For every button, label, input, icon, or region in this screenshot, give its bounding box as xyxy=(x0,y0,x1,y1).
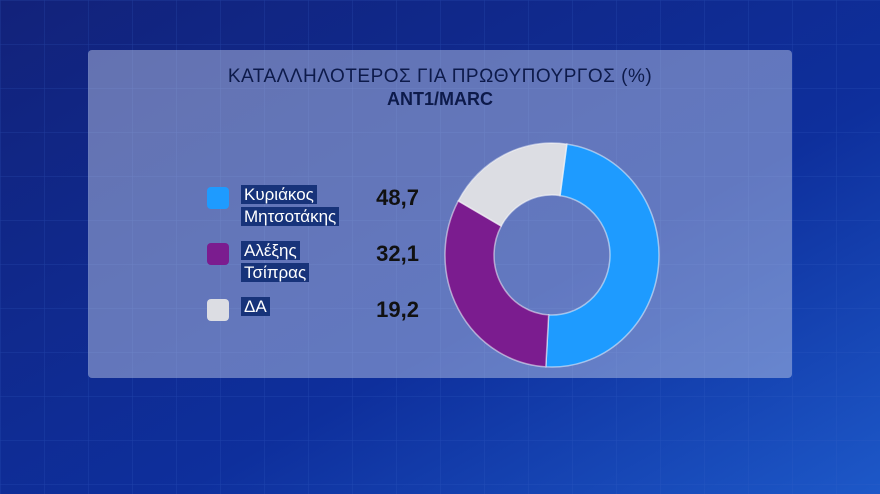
donut-segment xyxy=(444,199,550,368)
legend-item: Κυριάκος Μητσοτάκης 48,7 xyxy=(207,184,419,228)
legend-item: Αλέξης Τσίπρας 32,1 xyxy=(207,240,419,284)
legend-label-box: Αλέξης Τσίπρας xyxy=(241,240,359,284)
legend-label: Αλέξης Τσίπρας xyxy=(241,241,310,282)
legend-label: Κυριάκος Μητσοτάκης xyxy=(241,185,340,226)
legend-swatch xyxy=(207,187,229,209)
value-label: 32,1 xyxy=(376,241,419,266)
legend: Κυριάκος Μητσοτάκης 48,7 Αλέξης Τσίπρας 32,… xyxy=(207,184,419,336)
value-label: 48,7 xyxy=(376,185,419,210)
legend-label-box: ΔΑ xyxy=(241,296,359,318)
legend-item: ΔΑ 19,2 xyxy=(207,296,419,324)
donut-segment xyxy=(457,142,568,228)
donut xyxy=(444,142,660,368)
legend-label: ΔΑ xyxy=(241,297,270,316)
value-label: 19,2 xyxy=(376,297,419,322)
chart-title: ΚΑΤΑΛΛΗΛΟΤΕΡΟΣ ΓΙΑ ΠΡΩΘΥΠΟΥΡΓΟΣ (%) xyxy=(227,66,653,87)
legend-swatch xyxy=(207,299,229,321)
donut-segment xyxy=(545,143,660,368)
chart-subtitle: ANT1/MARC xyxy=(387,89,493,109)
legend-label-box: Κυριάκος Μητσοτάκης xyxy=(241,184,359,228)
legend-swatch xyxy=(207,243,229,265)
